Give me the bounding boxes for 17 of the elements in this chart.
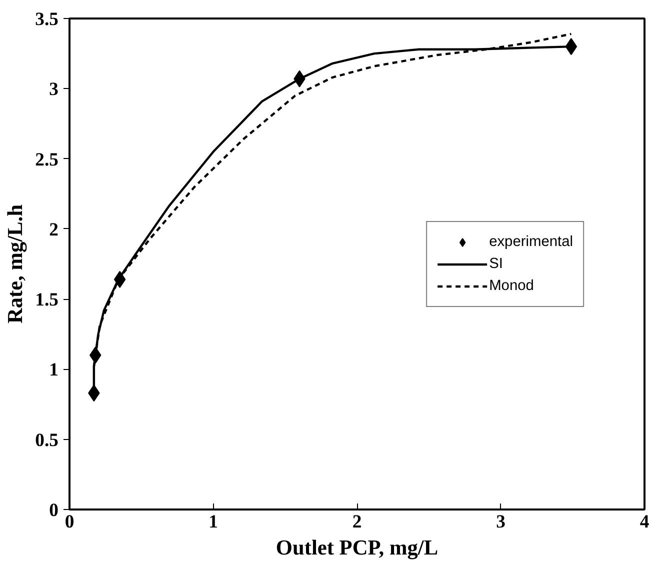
x-tick-label: 2 bbox=[352, 512, 362, 532]
y-tick-label: 0.5 bbox=[35, 430, 59, 451]
y-tick-label: 1.5 bbox=[35, 290, 59, 311]
y-tick-label: 3 bbox=[49, 79, 58, 100]
x-axis-title: Outlet PCP, mg/L bbox=[276, 536, 438, 560]
x-tick-label: 3 bbox=[496, 512, 506, 532]
x-tick-label: 4 bbox=[640, 512, 650, 532]
y-tick-label: 1 bbox=[49, 360, 58, 381]
x-tick-label: 0 bbox=[64, 512, 74, 532]
legend-label: Monod bbox=[489, 278, 534, 294]
y-tick-label: 3.5 bbox=[35, 9, 59, 30]
y-tick-label: 2.5 bbox=[35, 149, 59, 170]
legend-label: experimental bbox=[489, 234, 573, 250]
y-tick-label: 2 bbox=[49, 219, 58, 240]
y-axis-title: Rate, mg/L.h bbox=[3, 204, 28, 324]
legend-label: SI bbox=[489, 256, 504, 272]
x-tick-label: 1 bbox=[208, 512, 218, 532]
